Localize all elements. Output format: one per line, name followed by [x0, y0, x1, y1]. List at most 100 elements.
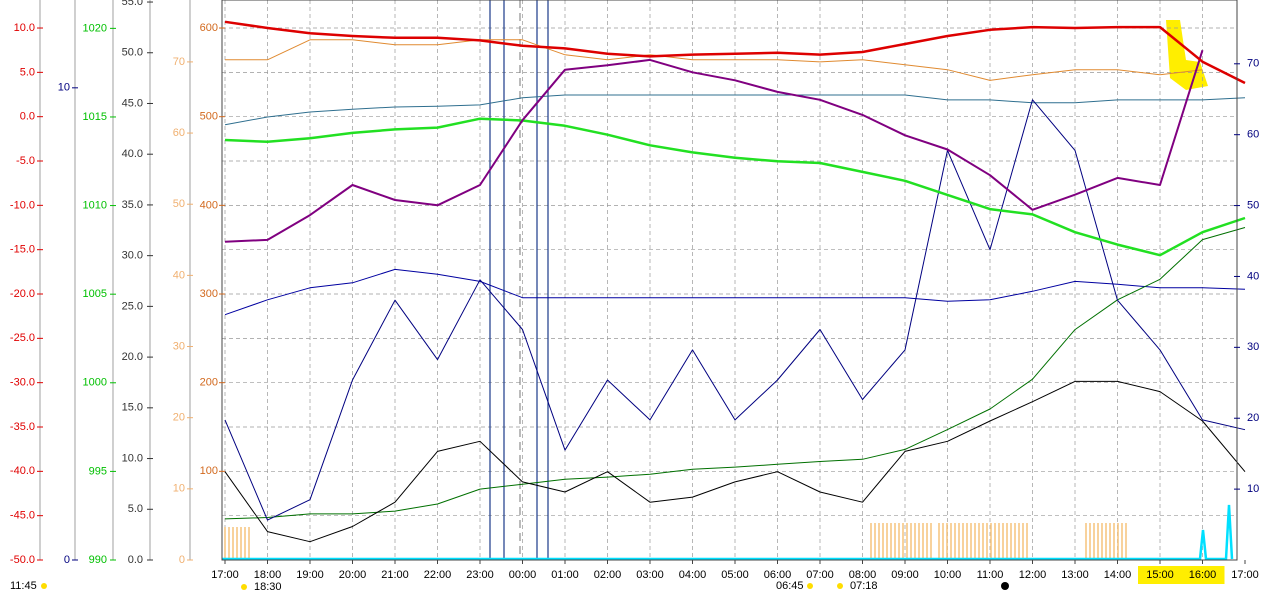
- x-tick-label: 01:00: [551, 569, 579, 581]
- event-marker: [1001, 582, 1009, 590]
- x-tick-label: 22:00: [424, 569, 452, 581]
- y-tick-label: 300: [200, 288, 218, 300]
- x-tick-label: 08:00: [849, 569, 877, 581]
- x-tick-label: 04:00: [679, 569, 707, 581]
- y-tick-label: -10.0: [10, 199, 35, 211]
- y-tick-label: -20.0: [10, 288, 35, 300]
- y-tick-label: 100: [200, 465, 218, 477]
- y-tick-label: 0.0: [128, 554, 143, 566]
- y-tick-label: 45.0: [122, 97, 143, 109]
- y-tick-label: 55.0: [122, 0, 143, 8]
- y-tick-label: 40.0: [122, 148, 143, 160]
- y-tick-label: 10: [173, 483, 185, 495]
- y-tick-label: -25.0: [10, 332, 35, 344]
- y-tick-label: 30: [173, 340, 185, 352]
- y-tick-label: 400: [200, 199, 218, 211]
- annotation: 06:45: [776, 580, 804, 592]
- x-tick-label: 18:00: [254, 569, 282, 581]
- y-tick-label: -35.0: [10, 421, 35, 433]
- y-tick-label: 60: [1247, 129, 1259, 141]
- series-line: [224, 94, 1246, 126]
- x-tick-label: 07:00: [806, 569, 834, 581]
- y-tick-label: 0: [179, 554, 185, 566]
- y-tick-label: 70: [173, 56, 185, 68]
- y-tick-label: 995: [89, 465, 107, 477]
- y-tick-label: -40.0: [10, 465, 35, 477]
- x-tick-label: 11:00: [977, 569, 1004, 581]
- y-tick-label: 600: [200, 22, 218, 34]
- y-tick-label: 40: [173, 269, 185, 281]
- y-tick-label: 1005: [83, 288, 107, 300]
- annotation: 18:30: [254, 581, 282, 593]
- y-tick-label: 200: [200, 377, 218, 389]
- x-tick-label: 06:00: [764, 569, 792, 581]
- y-tick-label: 60: [173, 127, 185, 139]
- annotation: 07:18: [850, 580, 878, 592]
- x-tick-label: 17:00: [1231, 569, 1259, 581]
- x-tick-label: 13:00: [1061, 569, 1089, 581]
- y-tick-label: 0.0: [20, 111, 35, 123]
- y-tick-label: 50: [173, 198, 185, 210]
- series-line: [224, 227, 1246, 520]
- x-tick-label: 17:00: [211, 569, 239, 581]
- y-tick-label: -5.0: [16, 155, 35, 167]
- x-tick-label: 05:00: [721, 569, 749, 581]
- x-tick-label: 14:00: [1104, 569, 1132, 581]
- y-tick-label: 15.0: [122, 402, 143, 414]
- y-tick-label: 50: [1247, 199, 1259, 211]
- x-tick-label: 21:00: [381, 569, 409, 581]
- y-tick-label: 10.0: [14, 22, 35, 34]
- y-tick-label: 10: [58, 82, 70, 94]
- y-tick-label: 5.0: [20, 66, 35, 78]
- x-tick-label: 15:00: [1146, 569, 1174, 581]
- series-line: [224, 117, 1246, 257]
- series-line: [225, 39, 1203, 81]
- y-tick-label: -45.0: [10, 510, 35, 522]
- y-tick-label: 500: [200, 111, 218, 123]
- tick-highlight: [1180, 566, 1225, 584]
- y-tick-label: 1020: [83, 22, 107, 34]
- y-tick-label: 25.0: [122, 300, 143, 312]
- y-tick-label: -15.0: [10, 244, 35, 256]
- y-tick-label: 1015: [83, 111, 107, 123]
- x-tick-label: 23:00: [466, 569, 494, 581]
- x-tick-label: 10:00: [934, 569, 962, 581]
- x-tick-label: 20:00: [339, 569, 367, 581]
- y-tick-label: 1010: [83, 199, 107, 211]
- annotation: 11:45: [10, 580, 37, 592]
- y-tick-label: 10: [1247, 483, 1259, 495]
- y-tick-label: 990: [89, 554, 107, 566]
- x-tick-label: 02:00: [594, 569, 622, 581]
- series-line: [224, 99, 1246, 521]
- baseline: [222, 504, 1234, 561]
- y-tick-label: 30.0: [122, 250, 143, 262]
- x-tick-label: 00:00: [509, 569, 537, 581]
- annotation-dot: [241, 584, 247, 590]
- x-tick-label: 03:00: [636, 569, 664, 581]
- x-tick-label: 09:00: [891, 569, 919, 581]
- series-line: [224, 49, 1204, 243]
- y-tick-label: -50.0: [10, 554, 35, 566]
- y-tick-label: 40: [1247, 270, 1259, 282]
- y-tick-label: 35.0: [122, 199, 143, 211]
- y-tick-label: 30: [1247, 341, 1259, 353]
- y-tick-label: 20: [173, 412, 185, 424]
- y-tick-label: 1000: [83, 377, 107, 389]
- x-tick-label: 19:00: [296, 569, 324, 581]
- plot-frame: [221, 0, 1238, 561]
- y-tick-label: 10.0: [122, 452, 143, 464]
- y-tick-label: 0: [64, 554, 70, 566]
- y-tick-label: 5.0: [128, 503, 143, 515]
- annotation-dot: [837, 583, 843, 589]
- annotation-dot: [807, 583, 813, 589]
- y-tick-label: 20.0: [122, 351, 143, 363]
- series-line: [224, 268, 1246, 316]
- series-line: [224, 20, 1246, 85]
- y-tick-label: -30.0: [10, 377, 35, 389]
- x-tick-label: 16:00: [1189, 569, 1217, 581]
- y-tick-label: 70: [1247, 58, 1259, 70]
- y-tick-label: 20: [1247, 412, 1259, 424]
- x-tick-label: 12:00: [1019, 569, 1047, 581]
